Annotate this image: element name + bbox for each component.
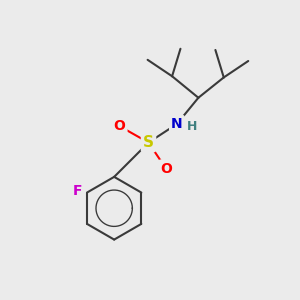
Text: O: O	[114, 118, 125, 133]
Text: S: S	[143, 135, 154, 150]
Text: F: F	[73, 184, 82, 198]
Text: N: N	[171, 117, 183, 131]
Text: O: O	[160, 161, 172, 176]
Text: H: H	[187, 120, 198, 133]
